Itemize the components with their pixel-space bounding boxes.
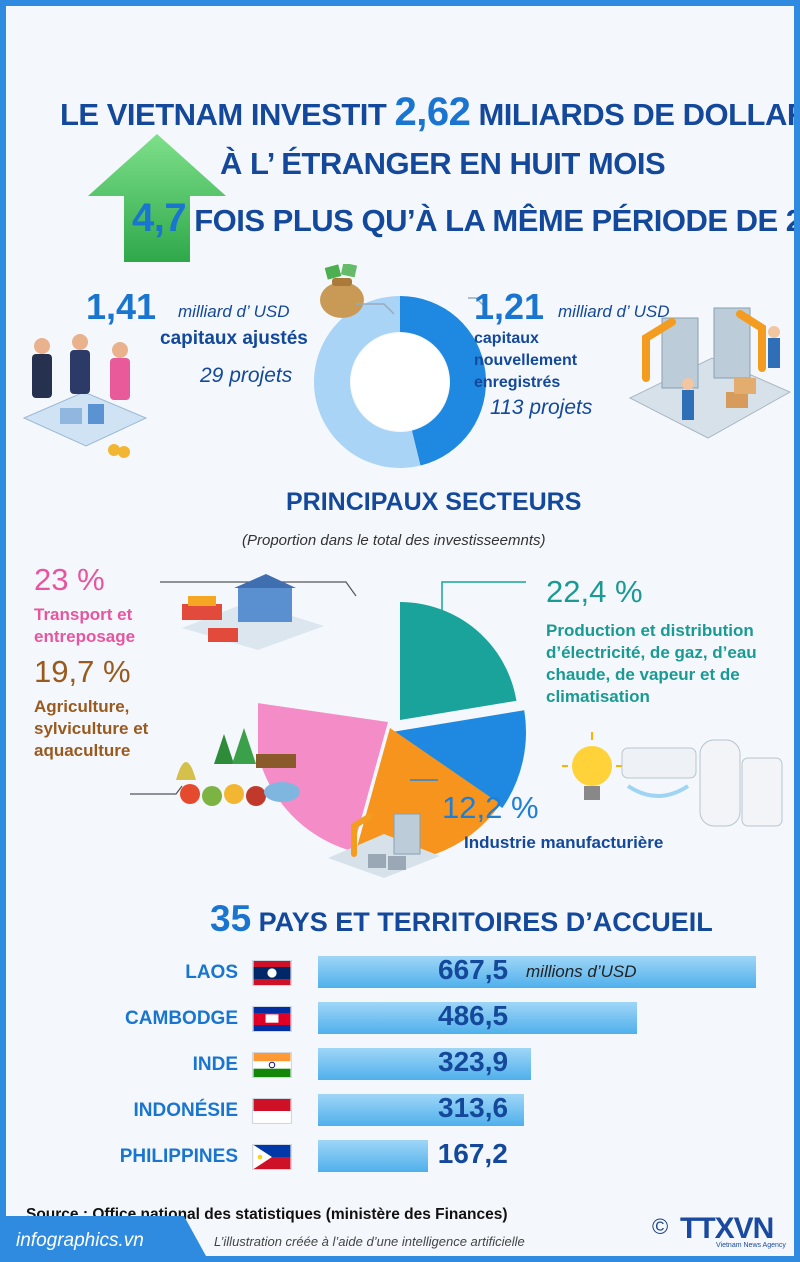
countries-title: 35 PAYS ET TERRITOIRES D’ACCUEIL (210, 898, 713, 939)
sector-transport-pct: 23 % (34, 562, 105, 597)
bar-value-label: 486,5 (438, 1000, 509, 1031)
flag-icon (252, 1098, 292, 1124)
connector-line (356, 297, 487, 315)
pie-slice-1 (392, 710, 526, 809)
adjusted-capital-value: 1,41 (86, 286, 157, 327)
money-bag-icon (320, 264, 364, 318)
bar-value-label: 313,6 (438, 1092, 509, 1123)
bar (318, 1140, 428, 1172)
bar-row-laos: LAOS 667,5 millions d’USD (6, 954, 794, 990)
title-line-3: 4,7 FOIS PLUS QU’À LA MÊME PÉRIODE DE 20… (132, 196, 800, 240)
flag-icon (252, 1052, 292, 1078)
pie-leader-lines (130, 581, 526, 795)
bar-country-label: LAOS (185, 962, 238, 983)
bar-row-indonésie: INDONÉSIE 313,6 (6, 1092, 794, 1128)
energy-appliances-illustration (562, 732, 783, 827)
bar-row-cambodge: CAMBODGE 486,5 (6, 1000, 794, 1036)
bar (318, 1048, 531, 1080)
pie-slice-2 (354, 728, 501, 862)
title-line-1: LE VIETNAM INVESTIT 2,62 MILIARDS DE DOL… (60, 90, 800, 134)
pie-slice-3 (258, 703, 388, 852)
up-arrow-icon (88, 134, 226, 262)
bar-row-inde: INDE 323,9 (6, 1046, 794, 1082)
business-team-illustration (22, 334, 148, 458)
footer-band (6, 1216, 206, 1256)
sectors-title: PRINCIPAUX SECTEURS (286, 488, 582, 516)
bar (318, 956, 756, 988)
bar-value-label: 323,9 (438, 1046, 509, 1077)
new-capital-projects: 113 projets (490, 396, 593, 419)
bar-unit-label: millions d’USD (526, 962, 637, 981)
pie-slice-0 (400, 602, 517, 720)
new-capital-value: 1,21 (474, 286, 545, 327)
flag-icon (252, 960, 292, 986)
sector-agriculture-label: Agriculture, sylviculture et aquaculture (34, 697, 149, 760)
new-capital-unit: milliard d’ USD (558, 302, 670, 321)
bar (318, 1094, 524, 1126)
bar-value-label: 667,5 (438, 954, 509, 985)
sector-manufacturing-label: Industrie manufacturière (464, 833, 664, 852)
sector-transport-label: Transport et entreposage (34, 605, 136, 646)
factory-robots-illustration (628, 307, 792, 439)
new-capital-label-1: capitaux (474, 330, 539, 347)
sector-energy-pct: 22,4 % (546, 574, 643, 609)
flag-icon (252, 1006, 292, 1032)
flag-icon (252, 1144, 292, 1170)
agriculture-produce-illustration (176, 728, 300, 806)
title-line-2: À L’ ÉTRANGER EN HUIT MOIS (220, 146, 666, 181)
site-link[interactable]: infographics.vn (16, 1230, 144, 1251)
bar-country-label: INDONÉSIE (133, 1100, 238, 1121)
investment-donut-chart (313, 296, 486, 468)
adjusted-capital-unit: milliard d’ USD (178, 302, 290, 321)
adjusted-capital-label: capitaux ajustés (160, 328, 308, 349)
shipping-logistics-illustration (182, 574, 324, 650)
sectors-pie-chart (258, 602, 526, 862)
sector-energy-label: Production et distribution d’électricité… (546, 621, 757, 706)
new-capital-label-2: nouvellement (474, 352, 578, 369)
bar-country-label: CAMBODGE (125, 1008, 238, 1029)
bar-value-label: 167,2 (437, 1138, 508, 1169)
manufacturing-machines-illustration (328, 813, 440, 878)
copyright-symbol: © (652, 1214, 669, 1239)
bar (318, 1002, 638, 1034)
bar-country-label: INDE (192, 1054, 238, 1075)
sector-agriculture-pct: 19,7 % (34, 654, 131, 689)
ttxvn-logo-subtitle: Vietnam News Agency (716, 1242, 786, 1249)
ttxvn-logo: TTXVN (680, 1212, 774, 1245)
donut-slice-1 (400, 296, 486, 466)
sector-manufacturing-pct: 12,2 % (442, 790, 539, 825)
donut-slice-0 (313, 296, 421, 468)
countries-bar-chart: LAOS 667,5 millions d’USD CAMBODGE 486,5 INDE… (6, 954, 794, 1184)
bar-country-label: PHILIPPINES (119, 1146, 238, 1167)
ai-illustration-note: L’illustration créée à l’aide d’une inte… (214, 1234, 525, 1249)
new-capital-label-3: enregistrés (474, 374, 561, 391)
bar-row-philippines: PHILIPPINES 167,2 (6, 1138, 794, 1174)
adjusted-capital-projects: 29 projets (200, 364, 293, 387)
donut-hole (351, 333, 449, 431)
sectors-subtitle: (Proportion dans le total des investisse… (242, 532, 546, 549)
